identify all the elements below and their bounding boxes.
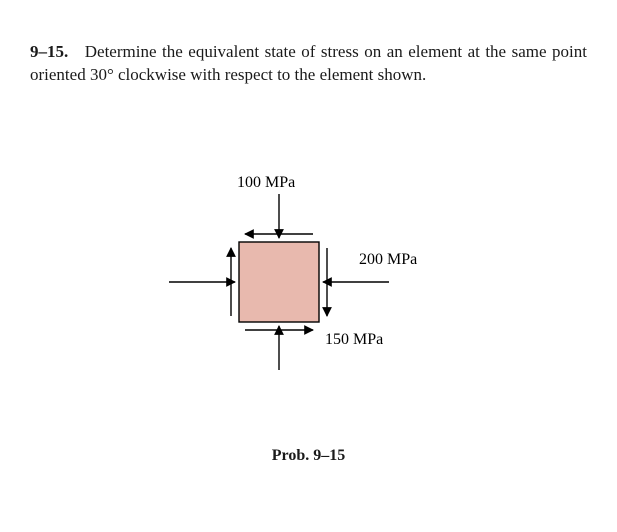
svg-text:100 MPa: 100 MPa <box>237 174 295 191</box>
stress-element-diagram: 100 MPa 200 MPa 150 MPa <box>129 122 489 422</box>
svg-text:150 MPa: 150 MPa <box>325 331 383 348</box>
figure-container: 100 MPa 200 MPa 150 MPa <box>30 97 587 447</box>
svg-text:200 MPa: 200 MPa <box>359 251 417 268</box>
figure-caption: Prob. 9–15 <box>30 447 587 465</box>
problem-statement: 9–15. Determine the equivalent state of … <box>30 41 587 87</box>
problem-body: Determine the equivalent state of stress… <box>30 42 587 84</box>
problem-number: 9–15. <box>30 42 68 61</box>
